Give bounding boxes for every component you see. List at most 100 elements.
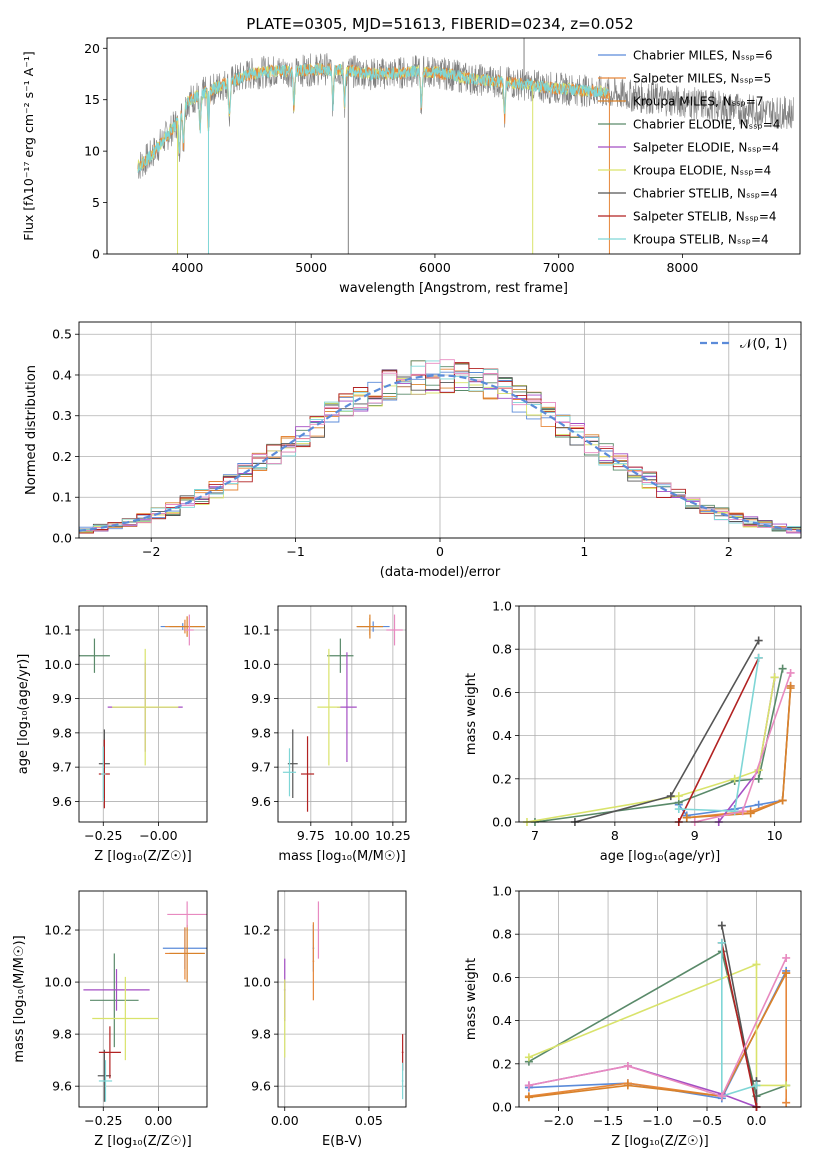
y-tick-label: 10.1 — [44, 623, 72, 638]
weight-series-line — [721, 925, 758, 1107]
y-tick-label: 9.8 — [251, 725, 271, 740]
x-axis-label: mass [log₁₀(M/M☉)] — [278, 849, 405, 864]
weight-marker — [786, 668, 795, 677]
weight-marker — [524, 1093, 533, 1102]
y-axis-label: mass [log₁₀(M/M☉)] — [12, 935, 27, 1062]
y-axis-label: mass weight — [464, 958, 479, 1040]
weight-marker — [778, 664, 787, 673]
y-axis-label: Flux [fλ10⁻¹⁷ erg cm⁻² s⁻¹ A⁻¹] — [21, 51, 36, 240]
x-tick-label: 10.00 — [334, 828, 370, 843]
x-tick-label: 10.25 — [375, 828, 411, 843]
x-axis-label: Z [log₁₀(Z/Z☉)] — [94, 849, 191, 864]
axes-frame — [106, 37, 801, 255]
x-axis-label: Z [log₁₀(Z/Z☉)] — [94, 1134, 191, 1149]
weight-series-line — [528, 963, 787, 1087]
x-tick-label: 0.05 — [355, 1113, 383, 1128]
weight-marker — [754, 653, 763, 662]
y-tick-label: 10.1 — [243, 623, 271, 638]
x-axis-label: Z [log₁₀(Z/Z☉)] — [611, 1134, 708, 1149]
legend-label: Chabrier STELIB, Nₛₛₚ=4 — [633, 187, 778, 201]
weight-marker — [717, 1092, 726, 1101]
axes-frame — [78, 321, 802, 539]
x-tick-label: 6000 — [419, 260, 451, 275]
x-tick-label: 0.00 — [271, 1113, 299, 1128]
y-tick-label: 20 — [84, 41, 100, 56]
legend-label: Salpeter MILES, Nₛₛₚ=5 — [633, 72, 771, 86]
x-tick-label: 2 — [725, 544, 733, 559]
chart-mass-vs-EBV: 0.00 0.05 9.6 9.8 10.0 10.2 E(B-V) — [243, 890, 407, 1149]
axes-frame — [277, 890, 407, 1108]
normal-curve — [79, 374, 801, 532]
x-tick-label: 9 — [691, 828, 699, 843]
y-tick-label: 10.0 — [243, 975, 271, 990]
weight-marker — [682, 813, 691, 822]
y-tick-label: 10.0 — [44, 975, 72, 990]
y-tick-label: 9.8 — [251, 1027, 271, 1042]
weight-series-line — [678, 657, 760, 822]
y-tick-label: 0.0 — [52, 531, 72, 546]
x-tick-label: 0.00 — [145, 1113, 173, 1128]
y-tick-label: 0 — [92, 247, 100, 262]
x-tick-label: 0 — [436, 544, 444, 559]
x-tick-label: −2.0 — [543, 1113, 573, 1128]
chart-mass-weight-vs-age: 7 8 9 10 0.0 0.2 0.4 0.6 0.8 1.0 age [log₁₀(age/yr… — [464, 599, 802, 864]
weight-marker — [717, 921, 726, 930]
y-tick-label: 10.2 — [243, 923, 271, 938]
weight-marker — [666, 792, 675, 801]
legend-label: Chabrier MILES, Nₛₛₚ=6 — [633, 49, 773, 63]
weight-marker — [782, 969, 791, 978]
weight-marker — [782, 953, 791, 962]
y-tick-label: 0.4 — [52, 367, 72, 382]
weight-marker — [524, 1081, 533, 1090]
y-tick-label: 0.4 — [492, 1013, 512, 1028]
legend-label: Kroupa ELODIE, Nₛₛₚ=4 — [633, 164, 771, 178]
x-tick-label: 8000 — [667, 260, 699, 275]
y-tick-label: 9.9 — [251, 691, 271, 706]
weight-marker — [623, 1061, 632, 1070]
y-tick-label: 15 — [84, 92, 100, 107]
weight-marker — [782, 1098, 791, 1107]
x-tick-label: 0.0 — [747, 1113, 767, 1128]
x-tick-label: −1.0 — [642, 1113, 672, 1128]
legend-label: Kroupa STELIB, Nₛₛₚ=4 — [633, 233, 769, 247]
y-axis-label: Normed distribution — [24, 365, 39, 495]
weight-marker — [674, 792, 683, 801]
y-tick-label: 0.3 — [52, 408, 72, 423]
weight-marker — [778, 796, 787, 805]
x-tick-label: −0.00 — [139, 828, 177, 843]
weight-marker — [746, 809, 755, 818]
y-tick-label: 9.7 — [251, 760, 271, 775]
x-tick-label: 7000 — [543, 260, 575, 275]
y-tick-label: 10.2 — [44, 923, 72, 938]
histogram-series — [79, 360, 801, 535]
legend-label: Kroupa MILES, Nₛₛₚ=7 — [633, 95, 763, 109]
chart-residuals: −2 −1 0 1 2 0.0 0.1 0.2 0.3 0.4 0.5 (data-model)/er… — [24, 321, 802, 580]
x-axis-label: (data-model)/error — [380, 565, 501, 580]
figure-title: PLATE=0305, MJD=51613, FIBERID=0234, z=0… — [246, 15, 633, 33]
y-tick-label: 1.0 — [492, 599, 512, 614]
weight-marker — [730, 774, 739, 783]
x-axis-label: E(B-V) — [322, 1134, 362, 1149]
y-tick-label: 9.8 — [52, 725, 72, 740]
weight-marker — [717, 938, 726, 947]
y-tick-label: 0.2 — [52, 449, 72, 464]
y-tick-label: 0.2 — [492, 1056, 512, 1071]
x-tick-label: −1 — [286, 544, 304, 559]
y-axis-label: age [log₁₀(age/yr)] — [16, 654, 31, 775]
y-tick-label: 0.2 — [492, 771, 512, 786]
y-tick-label: 1.0 — [492, 884, 512, 899]
y-tick-label: 9.9 — [52, 691, 72, 706]
weight-marker — [782, 1081, 791, 1090]
weight-series-line — [686, 688, 792, 819]
x-tick-label: 9.75 — [297, 828, 325, 843]
y-tick-label: 0.0 — [492, 1100, 512, 1115]
weight-marker — [786, 684, 795, 693]
x-tick-label: 5000 — [295, 260, 327, 275]
x-tick-label: 8 — [611, 828, 619, 843]
y-tick-label: 0.6 — [492, 685, 512, 700]
histogram-series — [79, 359, 801, 533]
weight-marker — [623, 1081, 632, 1090]
x-tick-label: 7 — [531, 828, 539, 843]
